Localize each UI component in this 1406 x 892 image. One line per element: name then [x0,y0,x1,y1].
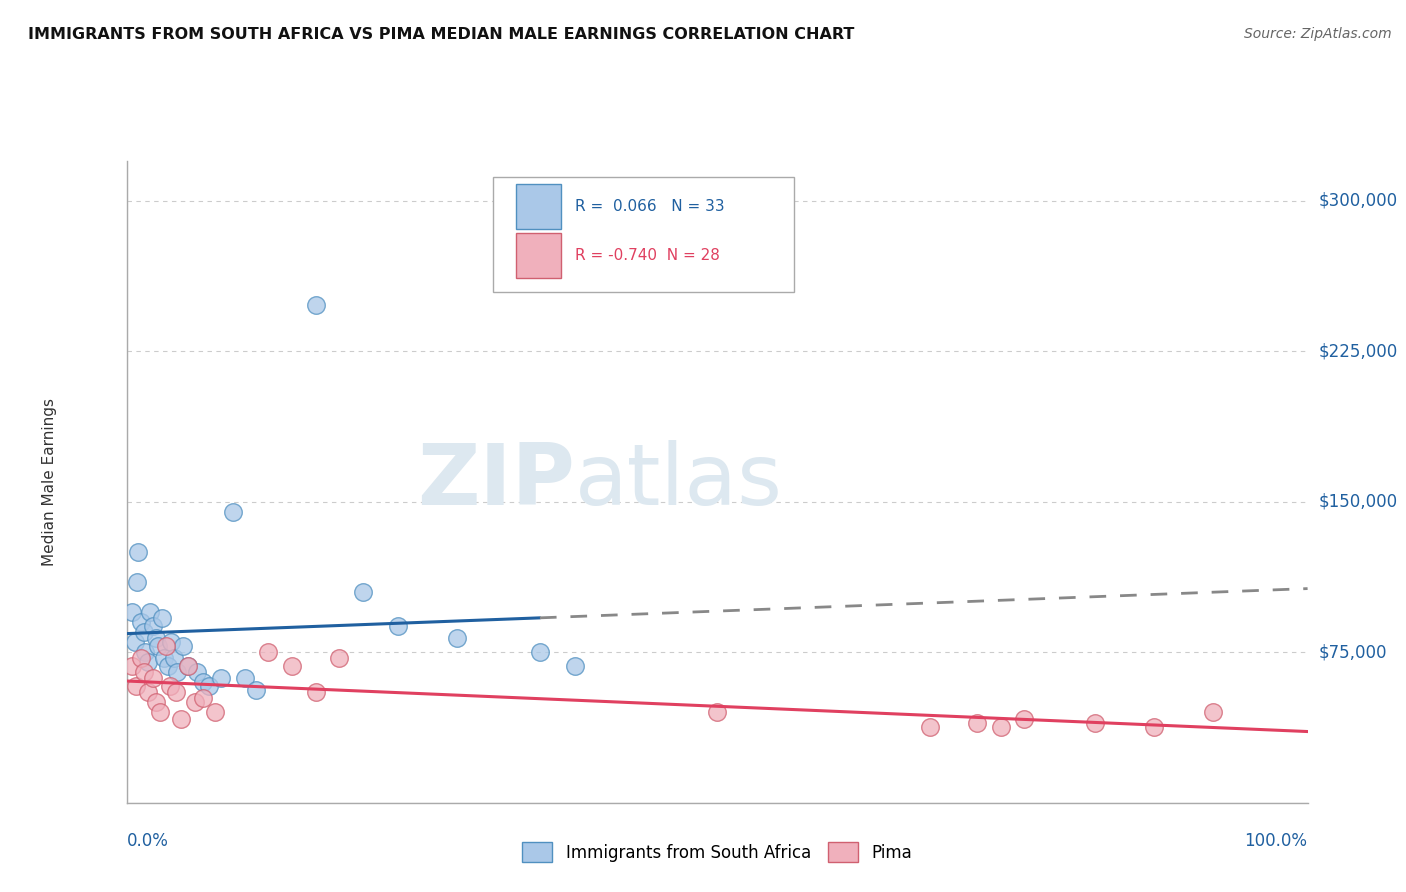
Text: Source: ZipAtlas.com: Source: ZipAtlas.com [1244,27,1392,41]
Point [204,706,226,720]
Point [163,651,186,665]
Point [127,545,149,559]
Point [387,619,409,633]
Point [139,605,162,619]
Point [304,298,326,312]
Point [1202,706,1225,720]
Point [170,712,193,726]
Point [149,706,172,720]
Text: ZIP: ZIP [418,440,575,524]
Point [446,632,468,646]
Point [1084,715,1107,730]
Point [124,635,146,649]
Point [193,691,215,706]
Point [148,639,170,653]
Point [165,685,187,699]
Point [918,719,941,733]
Point [145,696,167,710]
Point [257,645,280,659]
Point [233,671,256,685]
Point [1143,719,1166,733]
Point [966,715,988,730]
Text: $225,000: $225,000 [1319,343,1398,360]
Point [198,680,221,694]
Text: IMMIGRANTS FROM SOUTH AFRICA VS PIMA MEDIAN MALE EARNINGS CORRELATION CHART: IMMIGRANTS FROM SOUTH AFRICA VS PIMA MED… [28,27,855,42]
FancyBboxPatch shape [492,177,794,293]
Point [121,605,143,619]
Point [352,585,374,599]
FancyBboxPatch shape [516,233,561,278]
Text: $75,000: $75,000 [1319,643,1388,661]
Point [1012,712,1035,726]
Point [564,659,586,673]
Point [127,575,149,590]
FancyBboxPatch shape [516,184,561,229]
Text: atlas: atlas [575,440,783,524]
Point [160,635,183,649]
Point [172,639,194,653]
Point [153,651,176,665]
Point [281,659,304,673]
Legend: Immigrants from South Africa, Pima: Immigrants from South Africa, Pima [516,836,918,868]
Point [222,505,245,519]
Point [134,665,156,680]
Point [125,680,148,694]
Point [134,625,156,640]
Point [136,655,159,669]
Point [529,645,551,659]
Point [304,685,326,699]
Point [166,665,188,680]
Point [141,619,163,633]
Point [136,685,159,699]
Point [129,651,152,665]
Point [141,671,163,685]
Point [150,611,173,625]
Point [706,706,728,720]
Text: $300,000: $300,000 [1319,192,1398,210]
Point [121,659,143,673]
Text: Median Male Earnings: Median Male Earnings [42,398,58,566]
Point [159,680,181,694]
Point [177,659,200,673]
Point [328,651,350,665]
Point [129,615,152,630]
Text: 0.0%: 0.0% [127,831,169,850]
Point [145,632,167,646]
Text: 100.0%: 100.0% [1244,831,1308,850]
Point [245,683,267,698]
Point [155,639,177,653]
Point [990,719,1012,733]
Point [134,645,156,659]
Text: R = -0.740  N = 28: R = -0.740 N = 28 [575,248,720,263]
Point [186,665,208,680]
Point [177,659,200,673]
Point [209,671,232,685]
Text: R =  0.066   N = 33: R = 0.066 N = 33 [575,199,725,214]
Text: $150,000: $150,000 [1319,492,1398,511]
Point [193,675,215,690]
Point [156,659,179,673]
Point [184,696,207,710]
